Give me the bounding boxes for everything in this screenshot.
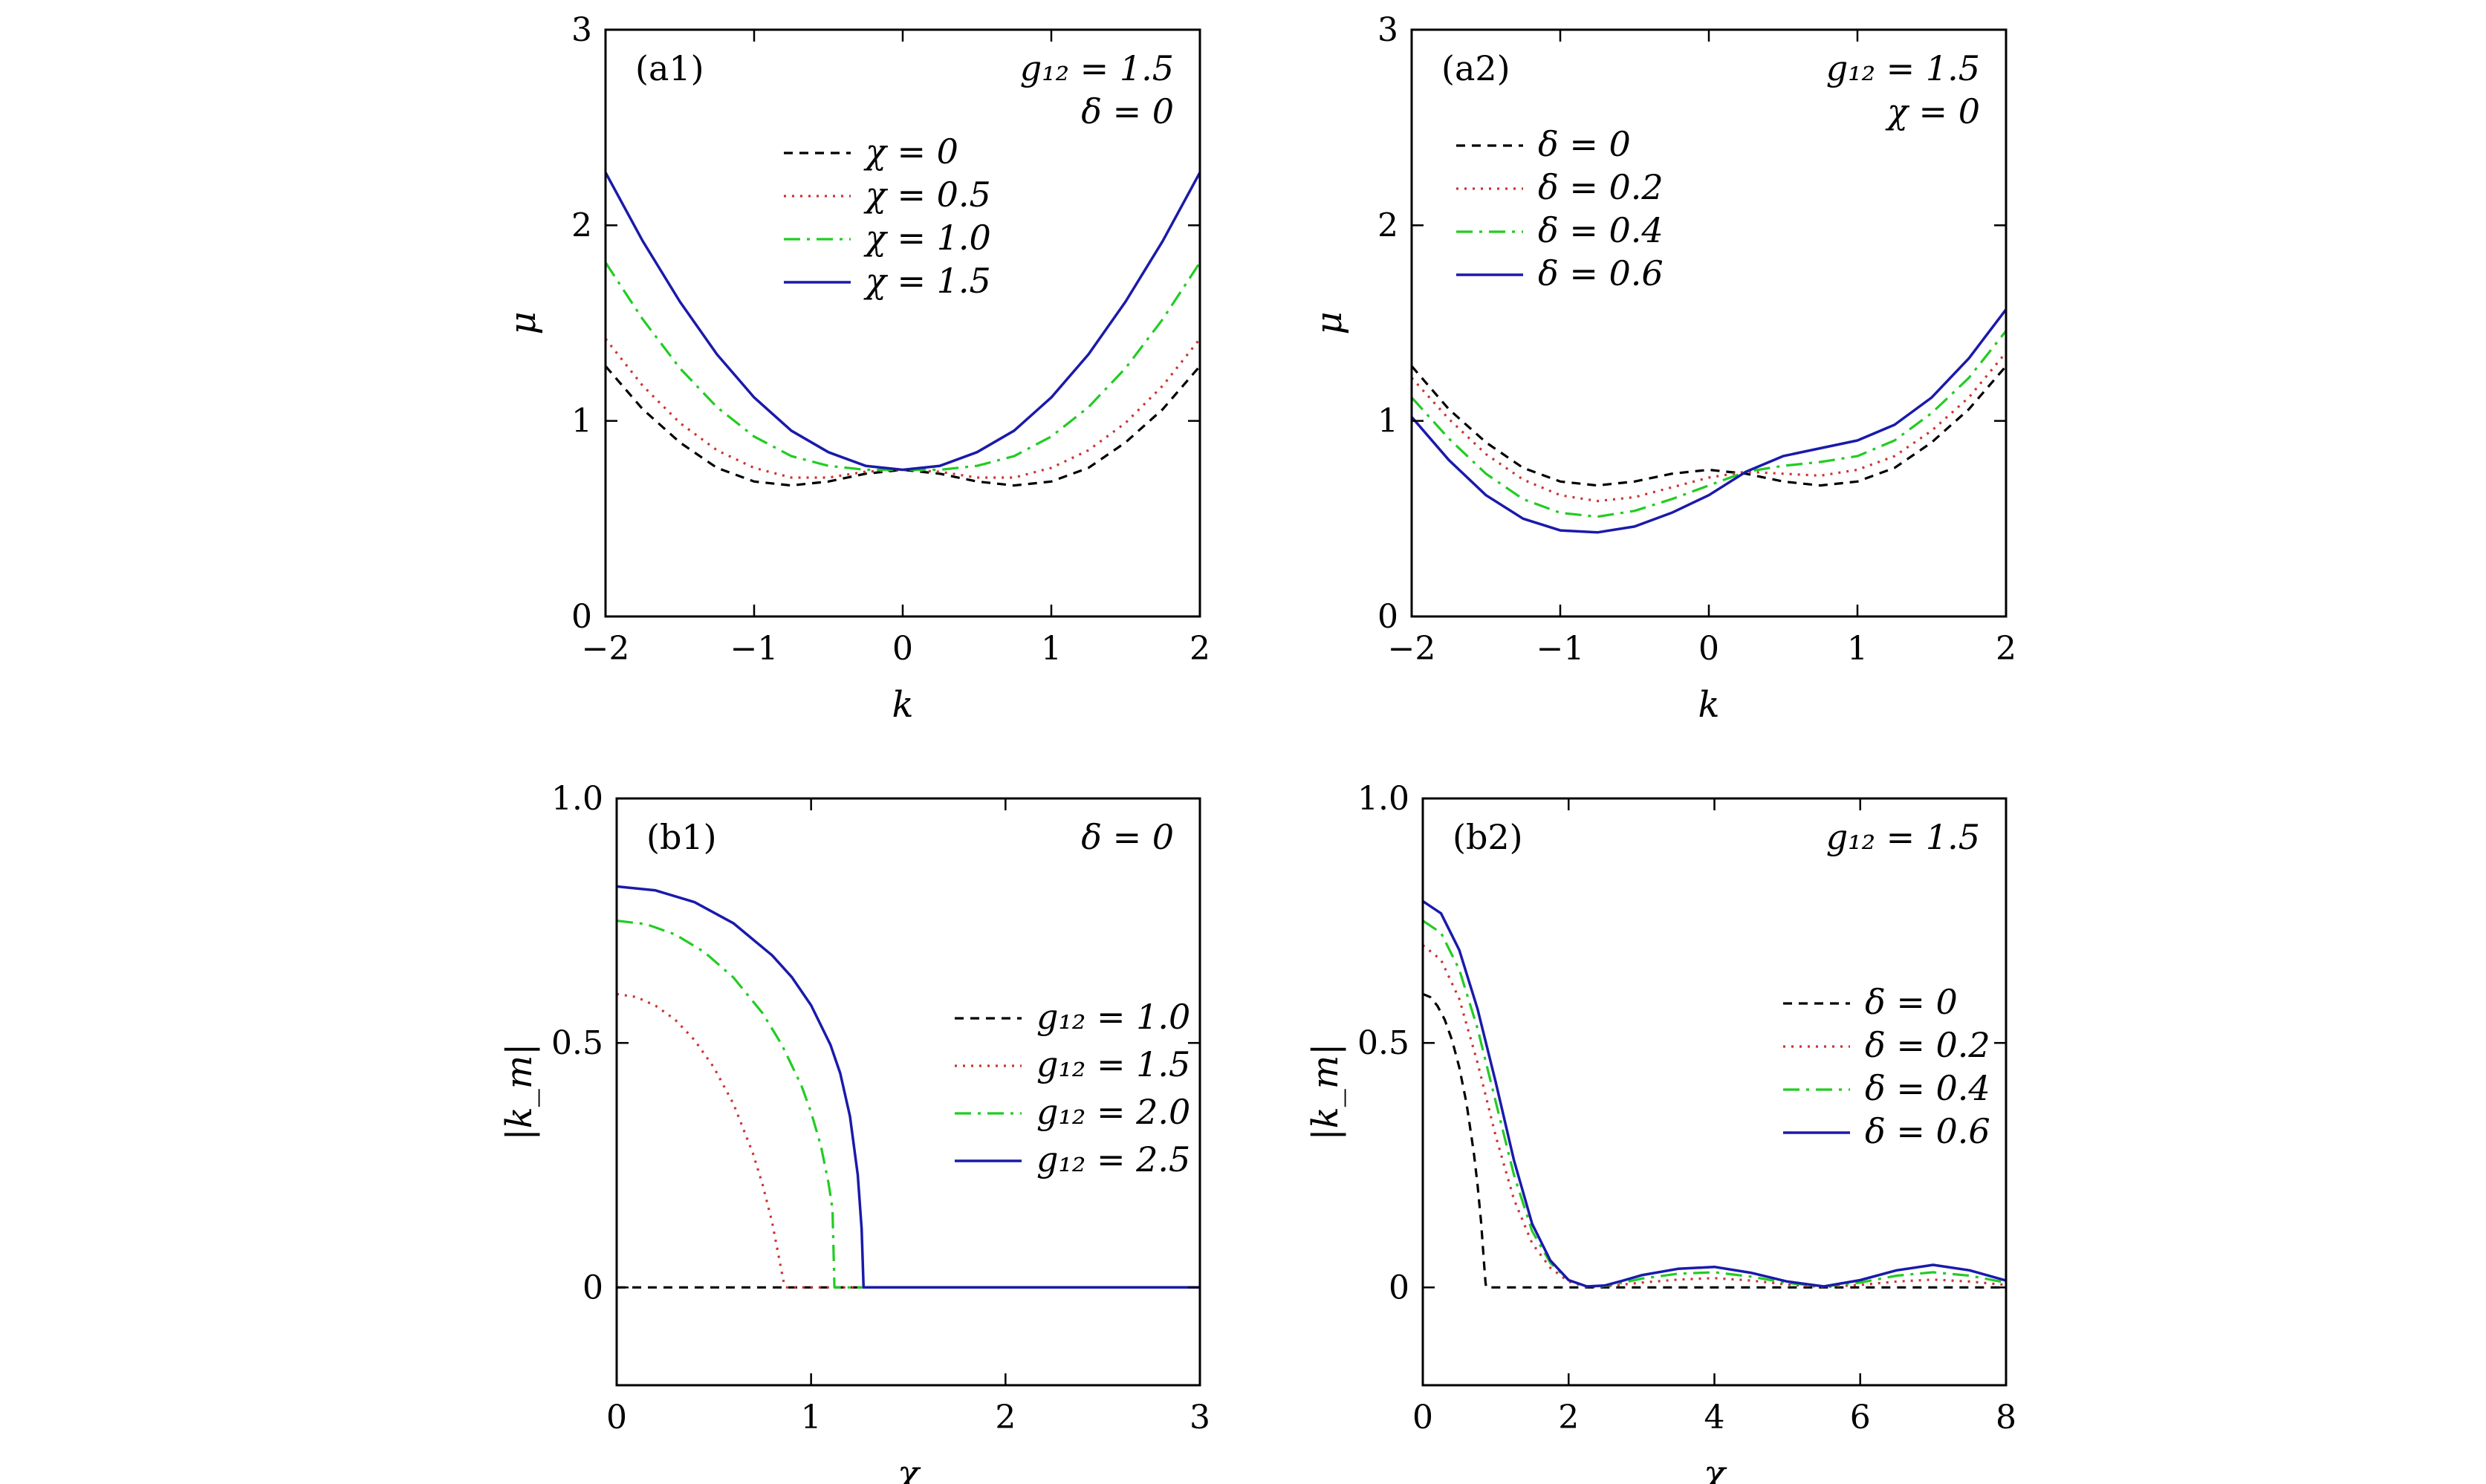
y-tick-label: 3 [1377,11,1398,49]
x-tick-label: 3 [1190,1399,1210,1436]
series-line-1 [606,365,1200,487]
legend-entry: δ = 0.4 [1865,1068,1990,1108]
legend: δ = 0δ = 0.2δ = 0.4δ = 0.6 [1783,982,1990,1151]
legend-entry: δ = 0.2 [1538,167,1664,207]
y-tick-label: 0 [582,1269,603,1306]
y-tick-label: 2 [1377,206,1398,244]
parameter-label: δ = 0 [1081,817,1174,857]
x-tick-label: 8 [1996,1399,2016,1436]
y-tick-label: 0 [571,598,592,636]
panel-label: (a1) [635,48,704,88]
series-line-3 [1412,330,2006,518]
legend: g₁₂ = 1.0 g₁₂ = 1.5 g₁₂ = 2.0 g₁₂ = 2.5 [955,997,1190,1179]
y-tick-label: 1.0 [1357,780,1409,818]
series-line-4 [617,885,1200,1289]
series-line-4 [606,172,1200,472]
parameter-label: g₁₂ = 1.5 [1826,48,1980,88]
x-tick-label: 4 [1704,1399,1725,1436]
legend-entry: δ = 0 [1865,982,1958,1022]
panel-label: (b1) [646,817,717,857]
parameter-label: g₁₂ = 1.5 [1020,48,1174,88]
parameter-label: g₁₂ = 1.5 [1826,817,1980,857]
legend-entry: g₁₂ = 1.0 [1036,997,1190,1037]
y-tick-label: 2 [571,206,592,244]
series-group [617,885,1200,1289]
y-tick-label: 1.0 [551,780,603,818]
panel-label: (b2) [1453,817,1523,857]
legend-entry: δ = 0.2 [1865,1025,1990,1065]
panel-label: (a2) [1441,48,1510,88]
y-axis-label: |k_m| [499,1044,540,1141]
series-line-1 [1423,992,2006,1289]
x-axis-label: k [1698,684,1719,726]
y-tick-label: 0.5 [551,1024,603,1062]
series-group [606,172,1200,487]
parameter-label: χ = 0 [1885,91,1980,131]
x-tick-label: 6 [1850,1399,1871,1436]
series-line-2 [1412,351,2006,503]
x-tick-label: 2 [1558,1399,1579,1436]
series-group [1423,899,2006,1289]
legend-entry: g₁₂ = 2.5 [1036,1139,1190,1179]
y-tick-label: 0 [1377,598,1398,636]
x-tick-label: 2 [1996,630,2016,668]
legend: δ = 0δ = 0.2δ = 0.4δ = 0.6 [1456,124,1664,293]
x-axis-label: χ [895,1453,921,1484]
series-line-3 [1423,920,2006,1288]
plot-frame [615,797,1201,1387]
legend: χ = 0χ = 0.5χ = 1.0χ = 1.5 [784,131,991,301]
x-axis-label: χ [1701,1453,1727,1484]
legend-entry: δ = 0.6 [1538,253,1664,293]
x-tick-label: 1 [1041,630,1062,668]
legend-entry: χ = 1.5 [863,261,991,301]
series-line-4 [1423,899,2006,1288]
legend-entry: χ = 0.5 [863,175,991,215]
legend-entry: δ = 0 [1538,124,1631,164]
y-tick-label: 0.5 [1357,1024,1409,1062]
y-tick-label: 1 [571,403,592,440]
y-tick-label: 1 [1377,403,1398,440]
x-tick-label: −2 [582,630,630,668]
x-tick-label: 2 [995,1399,1016,1436]
series-group [1412,308,2006,534]
x-tick-label: −1 [1536,630,1585,668]
x-tick-label: 0 [892,630,913,668]
y-axis-label: μ [502,311,544,334]
panel-b2: 0 2 4 6 800.51.0χ|k_m|(b2) g₁₂ = 1.5δ = 0δ = … [1305,780,2016,1484]
series-line-3 [617,920,1200,1289]
x-tick-label: 0 [1412,1399,1433,1436]
legend-entry: δ = 0.6 [1865,1111,1990,1151]
x-tick-label: 1 [801,1399,822,1436]
legend-entry: g₁₂ = 1.5 [1036,1044,1190,1084]
y-tick-label: 0 [1389,1269,1409,1306]
series-line-1 [1412,365,2006,487]
series-line-4 [1412,308,2006,534]
legend-entry: χ = 1.0 [863,218,991,258]
x-tick-label: 0 [1698,630,1719,668]
x-tick-label: 0 [606,1399,627,1436]
y-tick-label: 3 [571,11,592,49]
legend-entry: δ = 0.4 [1538,210,1664,250]
legend-entry: χ = 0 [863,131,958,172]
x-axis-label: k [892,684,913,726]
series-line-2 [606,338,1200,479]
x-tick-label: −1 [730,630,779,668]
parameter-label: δ = 0 [1081,91,1174,131]
x-tick-label: 2 [1190,630,1210,668]
y-axis-label: μ [1308,311,1350,334]
legend-entry: g₁₂ = 2.0 [1036,1092,1190,1132]
y-axis-label: |k_m| [1305,1044,1346,1141]
x-tick-label: −2 [1388,630,1436,668]
x-tick-label: 1 [1847,630,1868,668]
